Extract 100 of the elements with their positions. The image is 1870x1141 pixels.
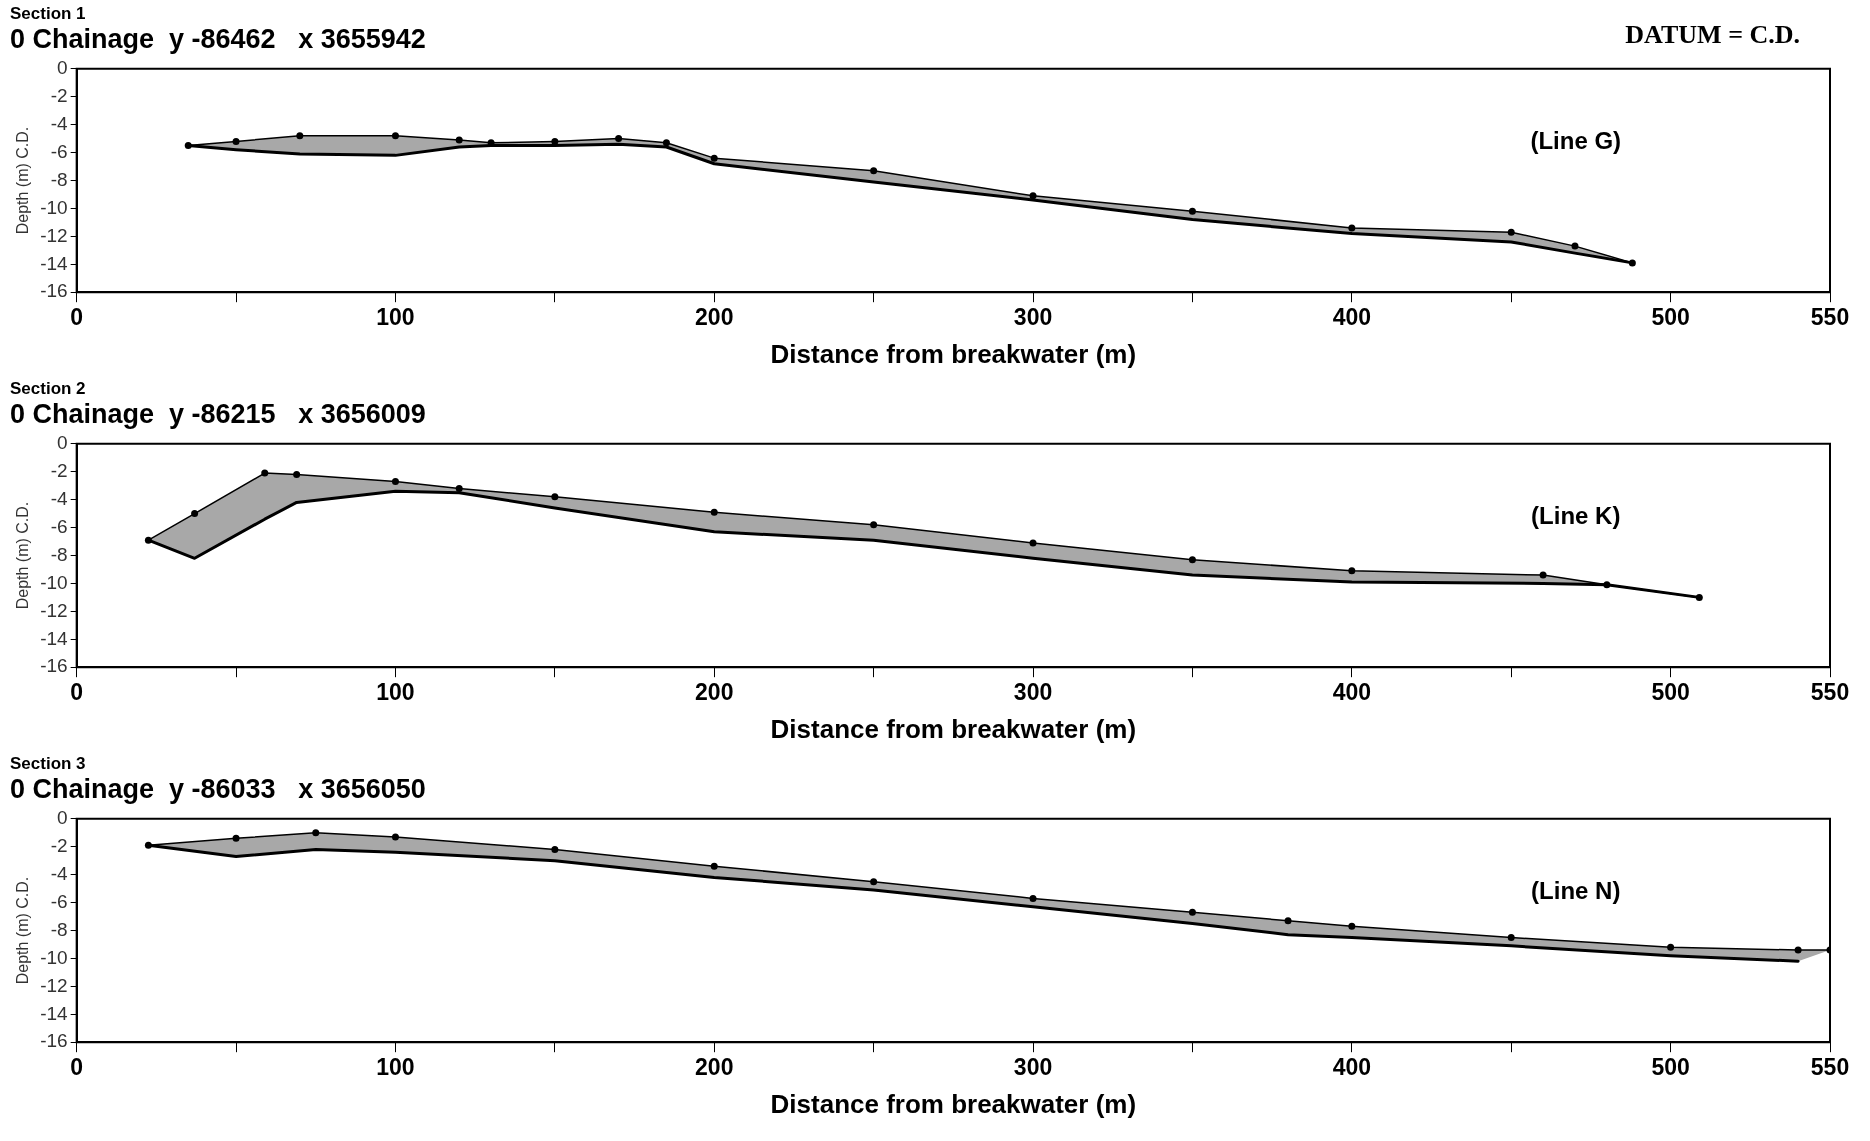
x-tick-label: 550	[1810, 679, 1850, 706]
point	[391, 478, 399, 485]
point	[1507, 933, 1515, 941]
chart-subtitle: 0 Chainage y -86033 x 3656050	[10, 774, 426, 805]
y-tick-label: -14	[40, 252, 69, 274]
point	[232, 834, 240, 842]
annotation: (Line K)	[1531, 501, 1621, 529]
point	[710, 154, 718, 162]
point	[551, 137, 559, 145]
y-tick-label: -16	[40, 655, 68, 677]
point	[1188, 556, 1196, 564]
y-tick-label: -8	[50, 918, 68, 940]
chart-subtitle: 0 Chainage y -86215 x 3656009	[10, 399, 426, 430]
x-axis-title: Distance from breakwater (m)	[770, 1088, 1137, 1119]
y-tick-label: -4	[50, 487, 69, 509]
y-tick-label: -2	[50, 834, 68, 856]
annotation: (Line N)	[1531, 876, 1621, 904]
point	[391, 833, 399, 841]
point	[1029, 894, 1037, 902]
annotation: (Line G)	[1530, 126, 1622, 154]
point	[615, 135, 623, 143]
x-tick-label: 550	[1810, 1054, 1850, 1081]
y-tick-label: -10	[40, 946, 68, 968]
x-tick-label: 400	[1332, 679, 1371, 706]
point	[1539, 571, 1547, 579]
point	[455, 136, 463, 144]
x-tick-label: 200	[695, 1054, 734, 1081]
y-tick-label: -4	[50, 862, 69, 884]
point	[1348, 567, 1356, 575]
y-tick-label: -8	[50, 543, 68, 565]
point	[1695, 593, 1703, 601]
y-tick-label: -6	[50, 515, 68, 537]
y-tick-label: 0	[57, 57, 68, 79]
point	[1571, 242, 1579, 250]
point	[1628, 259, 1636, 267]
y-tick-label: -12	[40, 599, 68, 621]
x-tick-label: 300	[1013, 1054, 1053, 1081]
x-tick-label: 200	[695, 304, 734, 331]
point	[296, 132, 304, 140]
x-tick-label: 500	[1651, 679, 1690, 706]
point	[144, 536, 152, 544]
point	[391, 132, 399, 140]
point	[710, 862, 718, 870]
point	[1794, 946, 1802, 954]
chart-title: Section 2	[10, 378, 86, 398]
x-tick-label: 100	[376, 304, 415, 331]
point	[1348, 224, 1356, 232]
y-tick-label: 0	[57, 807, 68, 829]
y-tick-label: 0	[57, 432, 68, 454]
point	[710, 508, 718, 516]
point	[1029, 192, 1037, 200]
point	[312, 829, 320, 837]
x-tick-label: 100	[376, 679, 415, 706]
chart-subtitle: 0 Chainage y -86462 x 3655942	[10, 24, 426, 55]
chart-title: Section 1	[10, 3, 86, 23]
y-tick-label: -12	[40, 224, 68, 246]
point	[870, 521, 878, 529]
point	[184, 142, 192, 150]
y-tick-label: -10	[40, 571, 68, 593]
x-tick-label: 200	[695, 679, 734, 706]
text: DATUM = C.D.	[1625, 19, 1800, 49]
x-tick-label: 100	[376, 1054, 415, 1081]
point	[1188, 207, 1196, 215]
y-tick-label: -4	[50, 112, 69, 134]
x-tick-label: 300	[1013, 679, 1053, 706]
y-tick-label: -10	[40, 196, 68, 218]
x-tick-label: 550	[1810, 304, 1850, 331]
x-tick-label: 500	[1651, 1054, 1690, 1081]
x-axis-title: Distance from breakwater (m)	[770, 338, 1137, 369]
x-tick-label: 400	[1332, 304, 1371, 331]
chart-title: Section 3	[10, 753, 86, 773]
x-tick-label: 400	[1332, 1054, 1371, 1081]
y-tick-label: -6	[50, 890, 68, 912]
y-tick-label: -8	[50, 168, 68, 190]
y-tick-label: -16	[40, 280, 68, 302]
point	[551, 493, 559, 501]
point	[1603, 581, 1611, 589]
x-axis-title: Distance from breakwater (m)	[770, 713, 1137, 744]
point	[261, 469, 269, 477]
point	[232, 137, 240, 145]
point	[1348, 922, 1356, 930]
y-axis-title: Depth (m) C.D.	[14, 876, 32, 985]
point	[144, 841, 152, 849]
y-tick-label: -14	[40, 1002, 69, 1024]
point	[551, 846, 559, 854]
point	[455, 484, 463, 492]
point	[1284, 917, 1292, 925]
y-axis-title: Depth (m) C.D.	[14, 126, 32, 235]
point	[1029, 539, 1037, 547]
y-tick-label: -6	[50, 140, 68, 162]
point	[1507, 228, 1515, 236]
y-tick-label: -2	[50, 84, 68, 106]
point	[1188, 908, 1196, 916]
x-tick-label: 300	[1013, 304, 1053, 331]
y-axis-title: Depth (m) C.D.	[14, 501, 32, 610]
y-tick-label: -12	[40, 974, 68, 996]
point	[1667, 943, 1675, 951]
y-tick-label: -16	[40, 1030, 68, 1052]
point	[191, 510, 199, 518]
x-tick-label: 500	[1651, 304, 1690, 331]
